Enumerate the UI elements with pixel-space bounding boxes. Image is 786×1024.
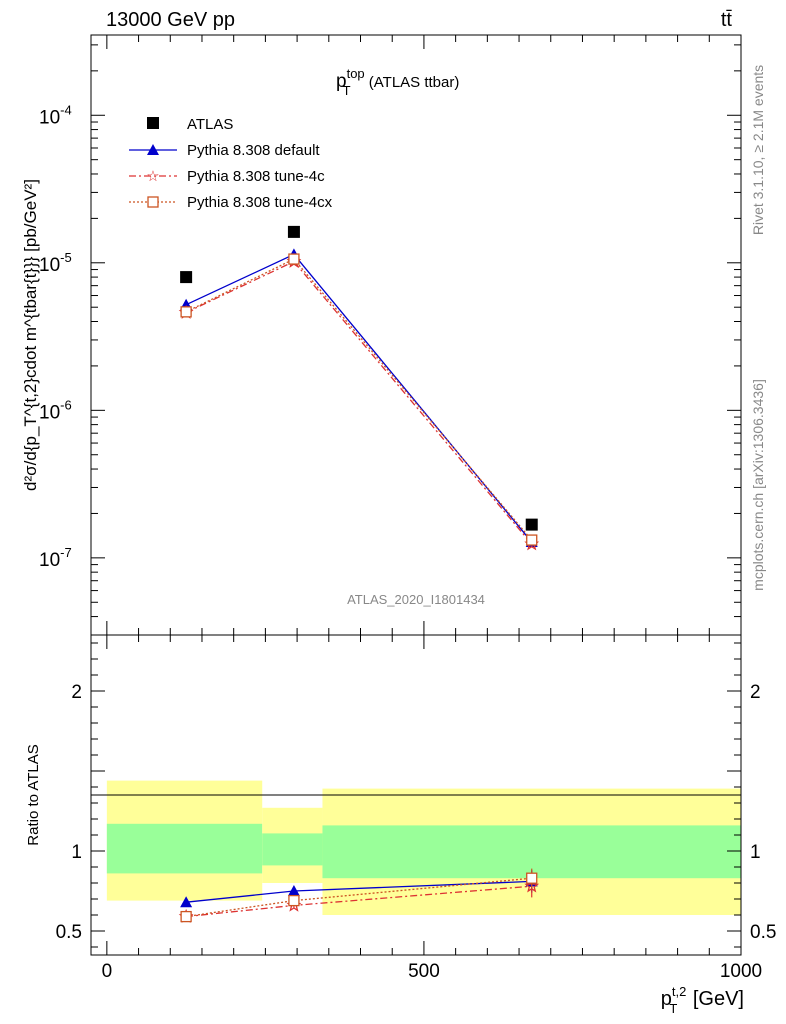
ratio-ytick-label-left: 1 <box>71 842 82 863</box>
main-data-point <box>525 518 538 531</box>
header-left: 13000 GeV pp <box>106 9 235 31</box>
main-ytick-label: 10-4 <box>39 102 72 128</box>
rivet-label-vertical: Rivet 3.1.10, ≥ 2.1M events <box>750 65 766 235</box>
main-ylabel: d²σ/d{p_T^{t,2}cdot m^{tbar{t}}} [pb/GeV… <box>21 179 40 491</box>
main-data-point <box>287 225 300 238</box>
ratio-ytick-label-left: 0.5 <box>56 922 82 943</box>
main-marks <box>178 225 540 551</box>
ratio-frame <box>90 634 742 956</box>
ratio-ylabel: Ratio to ATLAS <box>25 744 42 845</box>
main-series-line <box>185 260 533 545</box>
ratio-tick-labels: 0.5 0.5 1 1 2 2 0 500 1000 <box>56 682 777 982</box>
xtick-label: 0 <box>102 961 113 982</box>
main-data-point <box>526 534 538 546</box>
legend-label-tune4cx: Pythia 8.308 tune-4cx <box>187 194 333 211</box>
main-data-point <box>288 253 300 265</box>
ratio-panel: 0.5 0.5 1 1 2 2 0 500 1000 <box>56 634 777 982</box>
legend-label-atlas: ATLAS <box>187 116 233 133</box>
x-axis-label: pt,2 T [GeV] <box>661 984 744 1016</box>
ratio-ytick-label-right: 1 <box>750 842 761 863</box>
ratio-ticks <box>91 635 742 955</box>
legend-tune4cx-marker <box>147 196 159 208</box>
main-panel: 10-7 10-6 10-5 10-4 <box>39 34 742 636</box>
legend-label-default: Pythia 8.308 default <box>187 142 320 159</box>
main-y-ticks <box>91 35 742 636</box>
ratio-marks <box>178 868 540 923</box>
ratio-data-point <box>287 885 300 896</box>
ratio-data-point <box>524 878 540 893</box>
plot-title: ptop T (ATLAS ttbar) <box>336 66 459 98</box>
xtick-label: 500 <box>408 961 440 982</box>
main-ytick-label: 10-7 <box>39 545 72 571</box>
main-series-line <box>185 253 533 543</box>
main-ytick-labels: 10-7 10-6 10-5 10-4 <box>39 102 72 571</box>
ratio-data-point <box>526 872 538 884</box>
main-data-point <box>180 306 192 318</box>
ratio-data-point <box>288 894 300 907</box>
legend: ATLAS Pythia 8.308 default ☆ Pythia 8.30… <box>129 116 333 211</box>
main-series-line <box>185 258 533 541</box>
main-ytick-label: 10-6 <box>39 397 72 423</box>
xtick-label: 1000 <box>720 961 762 982</box>
ratio-ytick-label-right: 2 <box>750 682 761 703</box>
ratio-data-point <box>180 910 192 923</box>
ratio-ytick-label-right: 0.5 <box>750 922 776 943</box>
legend-atlas-marker <box>147 117 159 129</box>
ratio-ytick-label-left: 2 <box>71 682 82 703</box>
main-data-point <box>180 271 193 284</box>
main-ytick-label: 10-5 <box>39 250 72 276</box>
ratio-band-inner <box>106 823 263 874</box>
analysis-label: ATLAS_2020_I1801434 <box>347 592 485 607</box>
ratio-band-inner <box>262 833 323 866</box>
legend-label-tune4c: Pythia 8.308 tune-4c <box>187 168 325 185</box>
legend-default-marker <box>147 144 159 155</box>
header-right: tt̄ <box>721 9 733 31</box>
legend-tune4c-marker: ☆ <box>146 168 159 185</box>
mcplots-label: mcplots.cern.ch [arXiv:1306.3436] <box>750 379 766 591</box>
ratio-data-point <box>180 896 193 908</box>
ratio-bands <box>106 780 741 915</box>
